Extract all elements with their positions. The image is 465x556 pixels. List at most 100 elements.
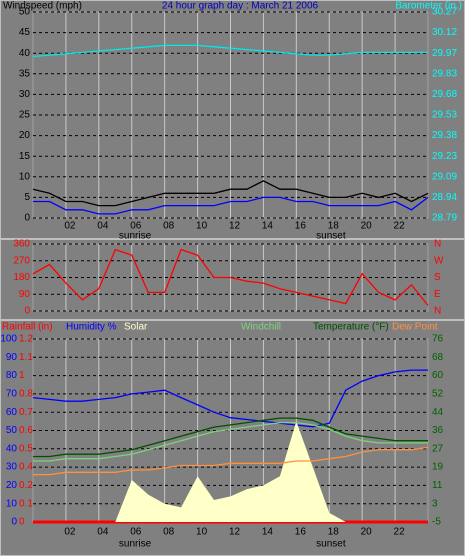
y-tick-label: 60 bbox=[6, 407, 18, 418]
legend-entry: Rainfall (in) bbox=[2, 322, 53, 333]
y2-tick-label: 44 bbox=[432, 407, 444, 418]
y2-tick-label: S bbox=[434, 272, 441, 283]
y3-tick-label: 0.6 bbox=[19, 425, 33, 436]
y-tick-label: 40 bbox=[19, 48, 31, 59]
y3-tick-label: 0 bbox=[19, 517, 25, 528]
y-tick-label: 50 bbox=[19, 7, 31, 18]
y-tick-label: 15 bbox=[19, 151, 31, 162]
y2-tick-label: 28.79 bbox=[432, 213, 457, 224]
x-tick-label: 12 bbox=[229, 527, 241, 538]
y3-tick-label: 1.2 bbox=[19, 334, 33, 345]
y2-tick-label: 68 bbox=[432, 352, 444, 363]
x-tick-label: 14 bbox=[262, 221, 274, 232]
y-tick-label: 270 bbox=[13, 255, 30, 266]
y-tick-label: 40 bbox=[6, 443, 18, 454]
x-tick-label: 22 bbox=[394, 527, 406, 538]
x-tick-label: 14 bbox=[262, 527, 274, 538]
y-tick-label: 90 bbox=[6, 352, 18, 363]
legend-entry: Solar bbox=[124, 322, 148, 333]
chart-title: 24 hour graph day : March 21 2006 bbox=[162, 1, 319, 12]
y2-tick-label: 36 bbox=[432, 425, 444, 436]
x-tick-label: 16 bbox=[295, 527, 307, 538]
x-tick-label: 08 bbox=[163, 221, 175, 232]
y2-tick-label: 29.83 bbox=[432, 68, 457, 79]
y-tick-label: 90 bbox=[19, 289, 31, 300]
y-tick-label: 10 bbox=[19, 171, 31, 182]
x-tick-label: 22 bbox=[394, 221, 406, 232]
x-tick-label: 08 bbox=[163, 527, 175, 538]
series-line bbox=[32, 369, 428, 428]
series-line bbox=[33, 196, 429, 215]
y2-tick-label: 11 bbox=[432, 480, 443, 491]
y-tick-label: 20 bbox=[19, 130, 31, 141]
y3-tick-label: 0.1 bbox=[19, 498, 33, 509]
y-tick-label: 360 bbox=[13, 239, 30, 250]
y-tick-label: 45 bbox=[19, 27, 31, 38]
annotation: sunset bbox=[316, 231, 346, 242]
legend-entry: Temperature (°F) bbox=[313, 322, 389, 333]
y-tick-label: 35 bbox=[19, 68, 31, 79]
area bbox=[33, 421, 428, 522]
x-tick-label: 04 bbox=[97, 527, 109, 538]
x-tick-label: 06 bbox=[130, 527, 142, 538]
y-tick-label: 10 bbox=[6, 498, 18, 509]
y-tick-label: 20 bbox=[6, 480, 18, 491]
annotation: sunset bbox=[316, 539, 346, 550]
x-tick-label: 20 bbox=[361, 527, 373, 538]
y-tick-label: 180 bbox=[13, 272, 30, 283]
y3-tick-label: 0.4 bbox=[19, 462, 33, 473]
y3-tick-label: 0.8 bbox=[19, 389, 33, 400]
y2-tick-label: 28.94 bbox=[432, 192, 457, 203]
y2-tick-label: 27 bbox=[432, 443, 444, 454]
x-tick-label: 18 bbox=[328, 221, 340, 232]
y-tick-label: 5 bbox=[24, 192, 30, 203]
y-tick-label: 30 bbox=[19, 89, 31, 100]
series-line bbox=[33, 417, 428, 458]
legend-entry: Windchill bbox=[241, 322, 281, 333]
y-tick-label: 0 bbox=[24, 306, 30, 317]
series-line bbox=[33, 421, 428, 462]
y2-tick-label: 29.97 bbox=[432, 48, 457, 59]
annotation: sunrise bbox=[119, 539, 152, 550]
y3-tick-label: 0.5 bbox=[19, 443, 33, 454]
y2-tick-label: N bbox=[434, 239, 441, 250]
y2-tick-label: E bbox=[434, 289, 441, 300]
y-tick-label: 0 bbox=[24, 213, 30, 224]
annotation: sunrise bbox=[119, 231, 152, 242]
series-line bbox=[32, 248, 429, 306]
x-tick-label: 12 bbox=[229, 221, 241, 232]
y2-tick-label: 30.27 bbox=[432, 7, 457, 18]
x-tick-label: 04 bbox=[97, 221, 109, 232]
y-tick-label: 30 bbox=[6, 462, 18, 473]
y2-tick-label: 60 bbox=[432, 370, 444, 381]
x-tick-label: 10 bbox=[196, 527, 208, 538]
y2-tick-label: N bbox=[434, 306, 441, 317]
y2-tick-label: 29.23 bbox=[432, 151, 457, 162]
legend-entry: Dew Point bbox=[392, 322, 438, 333]
y2-tick-label: 76 bbox=[432, 334, 444, 345]
y-tick-label: 80 bbox=[6, 370, 18, 381]
y2-tick-label: 29.68 bbox=[432, 89, 457, 100]
y2-tick-label: 29.09 bbox=[432, 171, 457, 182]
y2-tick-label: 19 bbox=[432, 462, 444, 473]
x-tick-label: 16 bbox=[295, 221, 307, 232]
y-tick-label: 100 bbox=[0, 334, 17, 345]
y2-tick-label: 3 bbox=[432, 498, 438, 509]
y-axis-label: Windspeed (mph) bbox=[3, 1, 82, 12]
y2-tick-label: 52 bbox=[432, 389, 444, 400]
series-line bbox=[32, 180, 429, 207]
y-tick-label: 70 bbox=[6, 389, 18, 400]
y2-axis-label: Barometer (in.) bbox=[395, 1, 462, 12]
x-tick-label: 02 bbox=[64, 221, 76, 232]
y3-tick-label: 1.1 bbox=[19, 352, 33, 363]
y2-tick-label: -5 bbox=[432, 517, 441, 528]
y2-tick-label: W bbox=[434, 255, 444, 266]
y-tick-label: 50 bbox=[6, 425, 18, 436]
series-line bbox=[33, 446, 429, 476]
y2-tick-label: 29.38 bbox=[432, 130, 457, 141]
x-tick-label: 06 bbox=[130, 221, 142, 232]
y-tick-label: 0 bbox=[11, 517, 17, 528]
x-tick-label: 02 bbox=[64, 527, 76, 538]
y2-tick-label: 29.53 bbox=[432, 110, 457, 121]
